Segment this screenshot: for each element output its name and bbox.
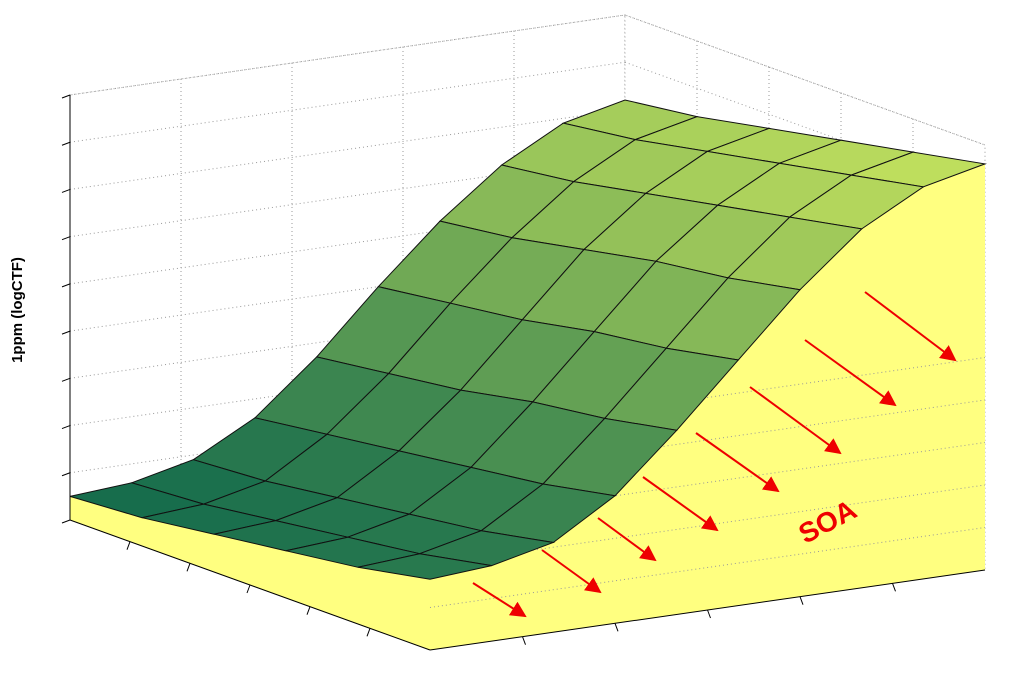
side-curtain: [430, 163, 985, 650]
y-tick: [799, 596, 804, 605]
z-tick: [61, 94, 71, 99]
front-curtain: [70, 496, 430, 650]
z-tick: [61, 141, 71, 146]
curtain-grid: [429, 357, 986, 438]
x-tick: [186, 563, 191, 572]
z-tick: [61, 330, 71, 335]
grid-line: [69, 250, 626, 332]
surface: [69, 99, 987, 580]
x-tick: [366, 628, 371, 637]
y-tick: [892, 583, 896, 592]
grid-line: [69, 203, 626, 285]
y-tick: [614, 623, 619, 632]
x-tick: [306, 606, 311, 615]
arrow: [541, 549, 602, 594]
axes: [61, 94, 986, 651]
grid-line: [69, 108, 626, 190]
z-tick: [61, 472, 71, 477]
surface-patch: [357, 553, 492, 580]
y-tick: [707, 609, 711, 619]
arrow: [695, 432, 780, 493]
arrows: [472, 291, 957, 618]
z-tick: [61, 236, 71, 241]
z-tick: [61, 425, 71, 430]
grid-line: [69, 14, 626, 96]
arrow: [597, 517, 657, 562]
curtain-grid: [429, 442, 986, 523]
z-tick: [61, 519, 71, 524]
x-tick: [126, 541, 131, 550]
z-tick: [61, 377, 71, 382]
x-tick: [246, 584, 251, 594]
arrow: [642, 476, 719, 532]
arrow: [804, 339, 897, 407]
arrow: [472, 582, 527, 618]
z-tick: [61, 188, 71, 193]
y-tick: [522, 636, 526, 645]
arrow: [749, 386, 842, 455]
z-tick: [61, 283, 71, 288]
grid-line: [69, 156, 626, 238]
grid-line: [69, 61, 626, 143]
z-axis-label: 1ppm (logCTF): [9, 257, 26, 363]
arrow: [864, 291, 957, 362]
curtain-grid: [429, 527, 986, 608]
